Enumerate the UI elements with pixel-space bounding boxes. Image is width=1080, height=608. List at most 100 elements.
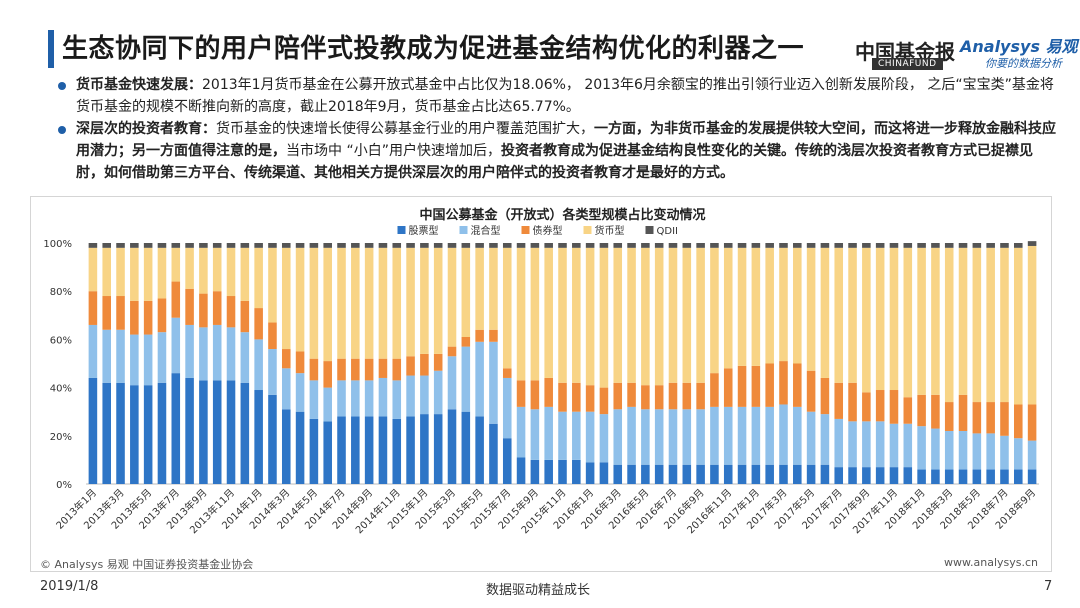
legend-label: 股票型 bbox=[409, 224, 439, 237]
bar-segment bbox=[530, 380, 540, 410]
bar-segment bbox=[102, 247, 111, 297]
bar-segment bbox=[295, 243, 305, 248]
bar-segment bbox=[130, 243, 139, 248]
bar-segment bbox=[102, 329, 111, 383]
bar-segment bbox=[185, 324, 194, 378]
bar-segment bbox=[903, 247, 913, 398]
bar-segment bbox=[613, 247, 623, 383]
bar-segment bbox=[1000, 402, 1009, 436]
bar-segment bbox=[447, 346, 457, 357]
bar-segment bbox=[862, 392, 871, 422]
bar-segment bbox=[599, 387, 609, 415]
bar-segment bbox=[779, 243, 788, 248]
bar-segment bbox=[585, 462, 595, 484]
bar-segment bbox=[88, 377, 98, 484]
bar-segment bbox=[351, 380, 360, 417]
bar-segment bbox=[143, 334, 153, 386]
bar-segment bbox=[364, 380, 374, 417]
bar-segment bbox=[406, 356, 415, 376]
bullet-heading: 深层次的投资者教育： bbox=[76, 121, 216, 137]
bar-segment bbox=[862, 247, 871, 393]
bar-segment bbox=[737, 464, 747, 484]
bar-segment bbox=[682, 464, 692, 484]
bar-segment bbox=[806, 411, 816, 465]
bar-segment bbox=[986, 247, 995, 403]
legend-label: 债券型 bbox=[533, 224, 563, 237]
bar-segment bbox=[185, 377, 194, 484]
bar-segment bbox=[668, 464, 678, 484]
bar-segment bbox=[806, 370, 816, 412]
bar-segment bbox=[779, 404, 788, 465]
bar-segment bbox=[972, 433, 982, 470]
bar-segment bbox=[793, 464, 802, 484]
bar-segment bbox=[268, 322, 277, 350]
analysys-logo-sub: 你要的数据分析 bbox=[985, 57, 1062, 70]
bar-segment bbox=[558, 247, 567, 383]
bar-segment bbox=[226, 327, 236, 381]
bar-segment bbox=[917, 426, 926, 470]
bar-segment bbox=[889, 467, 899, 484]
bar-segment bbox=[199, 247, 208, 294]
bar-segment bbox=[931, 469, 940, 484]
bar-segment bbox=[212, 291, 222, 325]
bar-segment bbox=[1014, 404, 1023, 439]
bar-segment bbox=[309, 380, 319, 419]
bar-segment bbox=[351, 416, 360, 484]
legend-swatch bbox=[397, 226, 406, 234]
bar-segment bbox=[378, 243, 388, 248]
bar-segment bbox=[889, 243, 899, 248]
bar-segment bbox=[447, 356, 457, 410]
bar-segment bbox=[572, 243, 581, 248]
bar-segment bbox=[627, 247, 636, 383]
bar-segment bbox=[751, 243, 761, 248]
bar-segment bbox=[392, 243, 402, 248]
bar-segment bbox=[309, 243, 319, 248]
bullet-text: 货币基金的快速增长使得公募基金行业的用户覆盖范围扩大， bbox=[216, 121, 594, 137]
bar-segment bbox=[613, 382, 623, 410]
chart-panel: 中国公募基金（开放式）各类型规模占比变动情况 股票型 混合型 债券型 货币型 QDII 0%… bbox=[30, 196, 1052, 572]
bar-segment bbox=[378, 377, 388, 417]
bar-segment bbox=[433, 353, 443, 371]
bar-segment bbox=[447, 243, 457, 248]
bar-segment bbox=[641, 409, 650, 465]
bar-segment bbox=[102, 382, 111, 484]
bar-segment bbox=[710, 406, 719, 465]
bullet-text: 当市场中 “小白”用户快速增加后， bbox=[286, 143, 501, 159]
bar-segment bbox=[157, 247, 167, 299]
bar-segment bbox=[944, 247, 954, 403]
bar-segment bbox=[433, 414, 443, 484]
bar-segment bbox=[1027, 245, 1037, 405]
bar-segment bbox=[613, 409, 623, 465]
page-number: 7 bbox=[1044, 579, 1053, 594]
bar-segment bbox=[972, 243, 982, 248]
bar-segment bbox=[710, 464, 719, 484]
bar-segment bbox=[806, 247, 816, 371]
bullet-dot-icon bbox=[58, 82, 66, 90]
bar-segment bbox=[157, 332, 167, 383]
bar-segment bbox=[1000, 435, 1009, 470]
bar-segment bbox=[171, 281, 181, 318]
bar-segment bbox=[544, 406, 553, 460]
bar-segment bbox=[530, 247, 540, 381]
bar-segment bbox=[944, 469, 954, 484]
bar-segment bbox=[917, 247, 926, 395]
bar-segment bbox=[88, 247, 98, 292]
bar-segment bbox=[1027, 440, 1037, 470]
bar-segment bbox=[337, 416, 346, 484]
bullet-item: 深层次的投资者教育：货币基金的快速增长使得公募基金行业的用户覆盖范围扩大，一方面… bbox=[58, 118, 1058, 184]
y-tick-label: 100% bbox=[43, 239, 72, 250]
bar-segment bbox=[737, 243, 747, 248]
bar-segment bbox=[130, 300, 139, 335]
bar-segment bbox=[723, 406, 733, 465]
bar-segment bbox=[737, 365, 747, 407]
bar-segment bbox=[364, 243, 374, 248]
bar-segment bbox=[171, 373, 181, 484]
bar-segment bbox=[433, 370, 443, 415]
bar-segment bbox=[889, 390, 899, 424]
bar-segment bbox=[668, 243, 678, 248]
bar-segment bbox=[654, 464, 664, 484]
bar-segment bbox=[723, 464, 733, 484]
bar-segment bbox=[337, 358, 346, 381]
bar-segment bbox=[378, 416, 388, 484]
bar-segment bbox=[364, 416, 374, 484]
